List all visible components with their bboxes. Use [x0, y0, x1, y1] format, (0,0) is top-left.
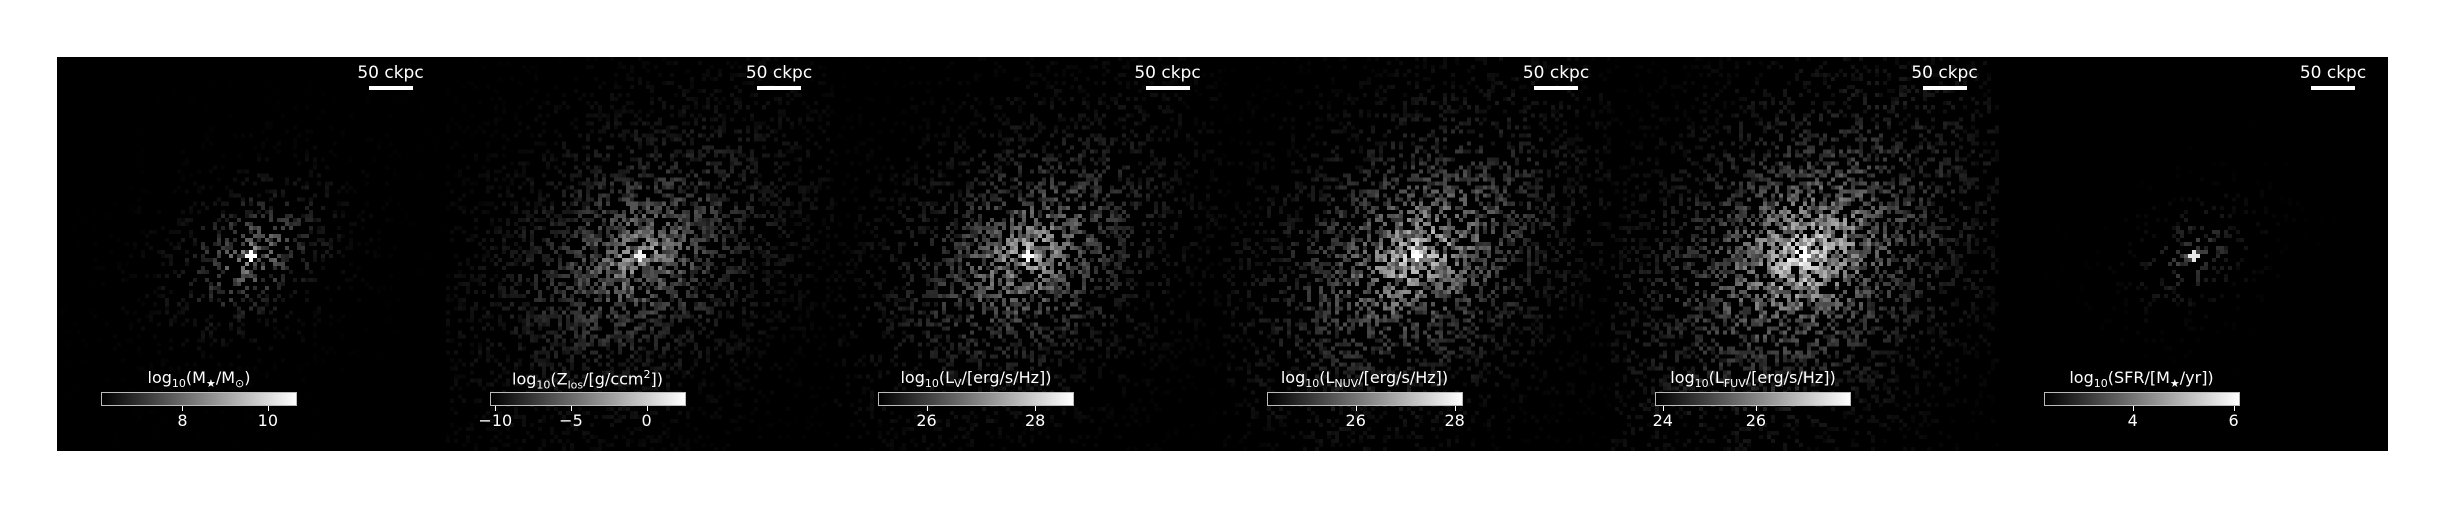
colorbar-tick: [646, 406, 648, 411]
galaxy-map-image: [57, 57, 445, 451]
colorbar-tick: [2132, 406, 2134, 411]
panel-metallicity: 50 ckpc log10(Zlos/[g/ccm2]) −10 −5 0: [445, 57, 835, 451]
colorbar-tick-label: 4: [2127, 411, 2138, 430]
colorbar-tick-label: 10: [257, 411, 278, 430]
colorbar-label: log10(Zlos/[g/ccm2]): [512, 368, 663, 392]
scale-bar-label: 50 ckpc: [357, 63, 424, 83]
galaxy-map-image: [1222, 57, 1611, 451]
scale-bar-label: 50 ckpc: [1911, 63, 1978, 83]
colorbar: [1266, 392, 1463, 406]
scale-bar: [757, 86, 801, 90]
colorbar: [2043, 392, 2240, 406]
colorbar: [878, 392, 1074, 406]
scale-bar: [368, 86, 413, 90]
scale-bar: [1534, 86, 1578, 90]
colorbar-tick-label: −5: [559, 411, 583, 430]
colorbar-tick-label: 28: [1024, 411, 1046, 430]
colorbar-tick: [2233, 406, 2235, 411]
colorbar-tick-label: 26: [1345, 411, 1366, 430]
colorbar: [489, 392, 686, 406]
colorbar-label: log10(M★/M⊙): [147, 368, 251, 391]
colorbar-tick: [267, 406, 269, 411]
galaxy-map-image: [1999, 57, 2388, 451]
colorbar-tick-label: −10: [478, 411, 513, 430]
colorbar-label: log10(LV/[erg/s/Hz]): [900, 368, 1052, 391]
panel-nuv: 50 ckpc log10(LNUV/[erg/s/Hz]) 26 28: [1222, 57, 1612, 451]
colorbar-label: log10(LFUV/[erg/s/Hz]): [1670, 368, 1836, 391]
panel-stellar-mass: 50 ckpc log10(M★/M⊙) 8 10: [57, 57, 446, 451]
colorbar-tick: [570, 406, 572, 411]
scale-bar-label: 50 ckpc: [2299, 63, 2367, 83]
galaxy-map-image: [445, 57, 834, 451]
colorbar-tick: [495, 406, 497, 411]
colorbar-tick: [1755, 406, 1757, 411]
panel-fuv: 50 ckpc log10(LFUV/[erg/s/Hz]) 24 26: [1611, 57, 2000, 451]
colorbar-tick-label: 28: [1444, 411, 1465, 430]
scale-bar-label: 50 ckpc: [745, 63, 813, 83]
colorbar-tick: [1035, 406, 1037, 411]
scale-bar: [1922, 86, 1967, 90]
galaxy-map-image: [1611, 57, 1999, 451]
colorbar-label: log10(LNUV/[erg/s/Hz]): [1280, 368, 1449, 391]
colorbar-tick-label: 24: [1652, 411, 1673, 430]
colorbar-tick: [926, 406, 928, 411]
colorbar-tick-label: 26: [916, 411, 937, 430]
panel-v-band: 50 ckpc log10(LV/[erg/s/Hz]) 26 28: [834, 57, 1223, 451]
colorbar-tick: [1355, 406, 1357, 411]
colorbar: [1655, 392, 1851, 406]
scale-bar-label: 50 ckpc: [1134, 63, 1201, 83]
galaxy-map-image: [834, 57, 1222, 451]
scale-bar: [1145, 86, 1190, 90]
colorbar-tick: [182, 406, 184, 411]
scale-bar: [2311, 86, 2355, 90]
colorbar-tick-label: 8: [177, 411, 188, 430]
panel-sfr: 50 ckpc log10(SFR/[M★/yr]) 4 6: [1999, 57, 2389, 451]
colorbar-tick-label: 26: [1745, 411, 1767, 430]
colorbar-tick-label: 6: [2228, 411, 2239, 430]
colorbar-label: log10(SFR/[M★/yr]): [2069, 368, 2214, 391]
colorbar-tick-label: 0: [641, 411, 652, 430]
image-strip: 50 ckpc log10(M★/M⊙) 8 10 50 ckpc log10(Zlos/…: [57, 57, 2388, 451]
colorbar: [101, 392, 297, 406]
colorbar-tick: [1662, 406, 1664, 411]
scale-bar-label: 50 ckpc: [1522, 63, 1590, 83]
colorbar-tick: [1454, 406, 1456, 411]
